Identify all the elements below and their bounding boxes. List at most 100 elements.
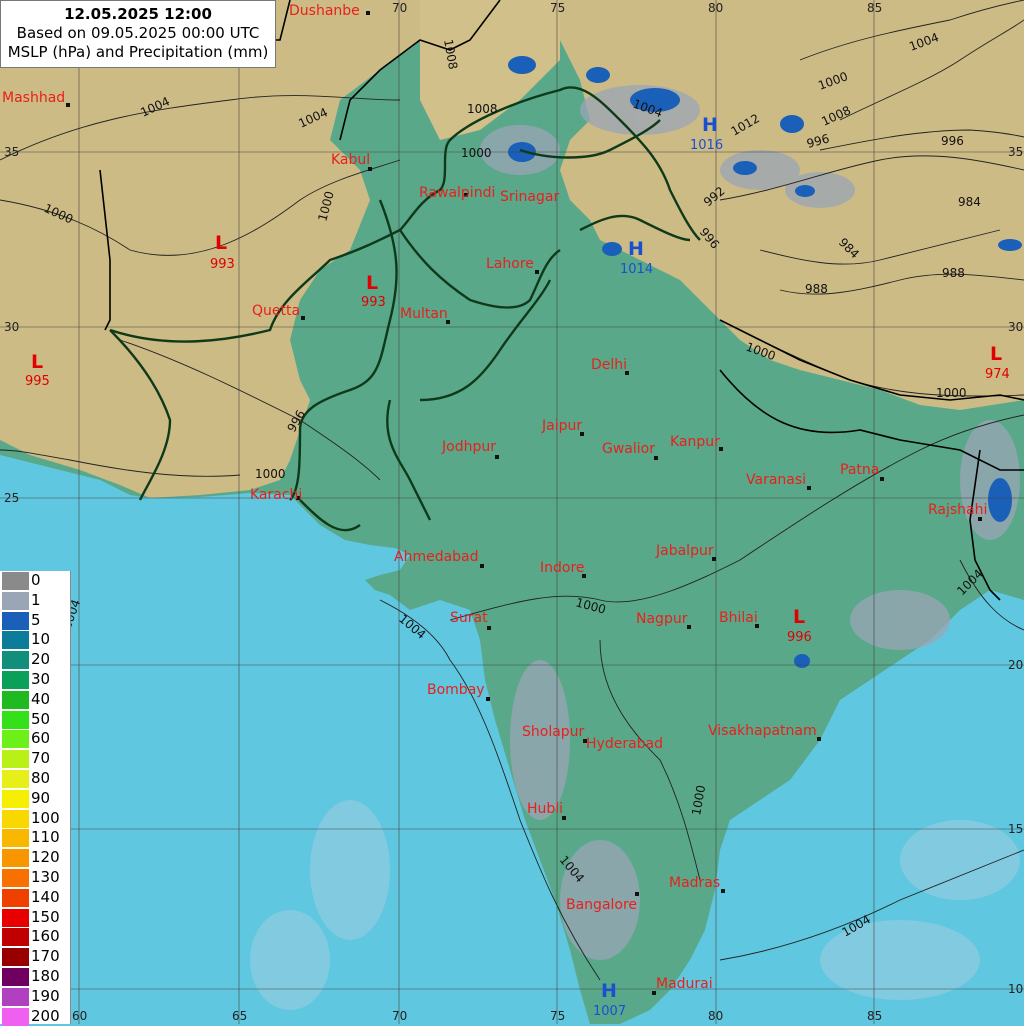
legend-label: 170 xyxy=(31,947,60,966)
city-label: Dushanbe xyxy=(289,3,360,19)
lon-label-top: 85 xyxy=(867,1,882,15)
legend-swatch xyxy=(2,671,29,689)
low-pressure-value: 996 xyxy=(787,630,812,645)
city-label: Multan xyxy=(400,306,448,322)
isobar-label: 996 xyxy=(941,134,964,148)
low-pressure-value: 993 xyxy=(210,257,235,272)
city-label: Kabul xyxy=(331,152,370,168)
legend-swatch xyxy=(2,928,29,947)
legend-swatch xyxy=(2,690,29,709)
legend-label: 80 xyxy=(31,769,51,787)
legend-swatch xyxy=(2,948,29,967)
isobar-label: 1000 xyxy=(461,146,492,160)
city-label: Gwalior xyxy=(602,441,655,457)
lat-label: 30 xyxy=(4,320,19,334)
legend-row: 150 xyxy=(0,908,70,928)
grid-labels: 60 65 70 75 80 85 70 75 80 85 35 30 25 3… xyxy=(4,1,1023,1023)
city-labels: Dushanbe Mashhad Kabul Rawalpindi Srinag… xyxy=(2,3,987,992)
low-pressure-value: 993 xyxy=(361,295,386,310)
legend-swatch xyxy=(2,987,29,1006)
city-label: Bangalore xyxy=(566,897,637,913)
isobar-label: 1000 xyxy=(936,386,967,400)
legend-swatch xyxy=(2,730,29,749)
legend-row: 160 xyxy=(0,927,70,947)
city-label: Rajshahi xyxy=(928,502,987,518)
legend-row: 30 xyxy=(0,670,70,690)
legend-row: 120 xyxy=(0,848,70,868)
legend-row: 180 xyxy=(0,967,70,987)
high-pressure-value: 1014 xyxy=(620,262,653,277)
lon-label: 80 xyxy=(708,1009,723,1023)
legend-swatch xyxy=(2,591,29,610)
country-borders xyxy=(99,0,1024,601)
high-pressure-value: 1016 xyxy=(690,138,723,153)
legend-swatch xyxy=(2,849,29,868)
legend-row: 1 xyxy=(0,591,70,611)
legend-row: 130 xyxy=(0,868,70,888)
legend-swatch xyxy=(2,809,29,828)
region-borders xyxy=(109,86,701,532)
legend-swatch xyxy=(2,611,29,630)
lat-label: 15 xyxy=(1008,822,1023,836)
precipitation-legend: 0 1 5 10 20 30 40 50 60 70 80 90 100 110 120 130 140 150 1… xyxy=(0,571,71,1026)
high-pressure-symbol: H xyxy=(601,980,617,1002)
city-label: Hyderabad xyxy=(586,736,663,752)
legend-label: 140 xyxy=(31,887,60,906)
lat-label: 10 xyxy=(1008,982,1023,996)
precipitation-areas xyxy=(250,85,1020,1010)
low-pressure-symbol: L xyxy=(990,343,1002,365)
city-label: Madurai xyxy=(656,976,713,992)
legend-swatch xyxy=(2,710,29,729)
legend-row: 100 xyxy=(0,809,70,829)
legend-label: 110 xyxy=(31,828,60,847)
city-label: Bhilai xyxy=(719,610,758,626)
legend-row: 80 xyxy=(0,769,70,789)
low-pressure-value: 974 xyxy=(985,367,1010,382)
legend-row: 90 xyxy=(0,789,70,809)
city-label: Srinagar xyxy=(500,189,559,205)
legend-label: 100 xyxy=(31,808,60,827)
legend-label: 1 xyxy=(31,590,41,609)
legend-swatch xyxy=(2,829,29,848)
low-pressure-value: 995 xyxy=(25,374,50,389)
legend-row: 60 xyxy=(0,729,70,749)
map-title-box: 12.05.2025 12:00 Based on 09.05.2025 00:… xyxy=(0,0,276,68)
city-label: Karachi xyxy=(250,487,302,503)
legend-swatch xyxy=(2,770,29,788)
lon-label-top: 80 xyxy=(708,1,723,15)
city-label: Quetta xyxy=(252,303,300,319)
city-label: Varanasi xyxy=(746,472,806,488)
city-label: Lahore xyxy=(486,256,534,272)
legend-label: 40 xyxy=(31,689,51,708)
product-name: MSLP (hPa) and Precipitation (mm) xyxy=(7,43,269,61)
legend-label: 120 xyxy=(31,848,60,867)
forecast-date: 12.05.2025 12:00 xyxy=(64,5,212,23)
legend-row: 20 xyxy=(0,650,70,670)
legend-swatch xyxy=(2,968,29,986)
legend-row: 200 xyxy=(0,1007,70,1026)
low-pressure-symbol: L xyxy=(793,606,805,628)
legend-row: 110 xyxy=(0,828,70,848)
legend-row: 40 xyxy=(0,690,70,710)
legend-label: 10 xyxy=(31,630,51,649)
base-run: Based on 09.05.2025 00:00 UTC xyxy=(16,24,260,42)
legend-row: 5 xyxy=(0,611,70,631)
lon-label: 85 xyxy=(867,1009,882,1023)
legend-swatch xyxy=(2,908,29,927)
low-pressure-symbol: L xyxy=(215,232,227,254)
high-pressure-symbol: H xyxy=(702,114,718,136)
lon-label: 75 xyxy=(550,1009,565,1023)
legend-label: 130 xyxy=(31,868,60,886)
legend-row: 140 xyxy=(0,888,70,908)
legend-label: 5 xyxy=(31,610,41,629)
legend-label: 160 xyxy=(31,927,60,946)
city-label: Jabalpur xyxy=(655,543,714,559)
legend-label: 0 xyxy=(31,571,41,589)
low-pressure-symbol: L xyxy=(366,272,378,294)
city-label: Madras xyxy=(669,875,720,891)
isobar-label: 1008 xyxy=(441,38,460,71)
legend-row: 50 xyxy=(0,710,70,730)
city-label: Indore xyxy=(540,560,585,576)
legend-label: 180 xyxy=(31,967,60,985)
